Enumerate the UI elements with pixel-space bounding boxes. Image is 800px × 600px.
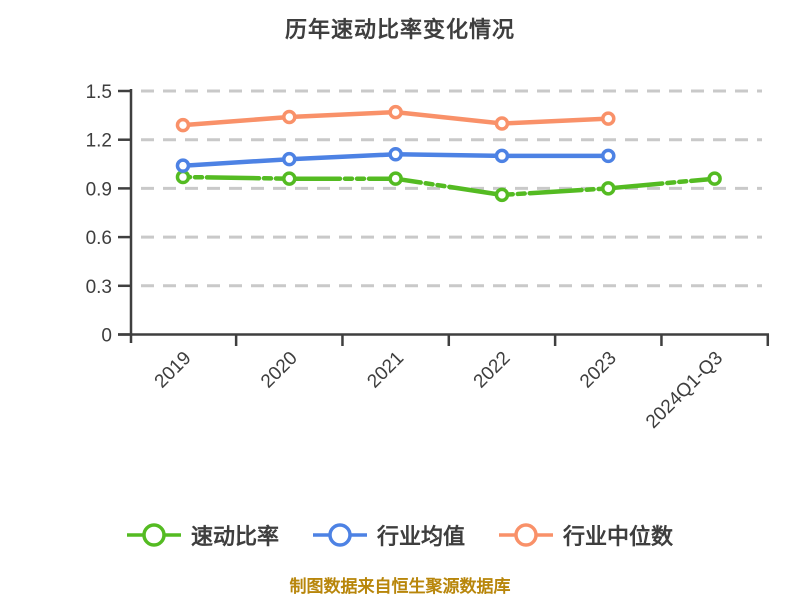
data-source-caption: 制图数据来自恒生聚源数据库 [289,577,511,596]
data-point-速动比率 [388,171,403,186]
x-tick-label: 2023 [576,348,621,393]
chart-legend: 速动比率 行业均值 行业中位数 [0,519,800,551]
data-point-行业均值 [175,158,191,173]
data-point-速动比率 [601,181,616,196]
data-point-行业中位数 [494,116,510,131]
data-point-速动比率 [175,169,191,185]
chart-title: 历年速动比率变化情况 [284,17,515,42]
y-tick-label: 0.6 [86,228,112,249]
data-point-行业均值 [388,147,403,162]
series-line-速动比率 [180,174,717,198]
legend-label: 行业中位数 [563,524,674,549]
industry-mean-series-icon [312,523,367,547]
data-point-行业均值 [494,148,510,164]
y-tick-label: 0.3 [86,277,112,298]
legend-item-quick-ratio[interactable]: 速动比率 [126,519,279,551]
x-tick-label: 2020 [257,348,302,393]
y-tick-label: 0 [101,326,112,347]
data-point-行业中位数 [601,111,616,126]
data-point-行业均值 [601,148,616,164]
data-point-行业均值 [282,151,297,167]
y-tick-label: 1.5 [86,82,112,103]
y-tick-label: 1.2 [86,131,112,152]
industry-median-series-icon [499,523,553,547]
quick-ratio-series-icon [126,523,181,547]
x-tick-label: 2019 [151,348,196,393]
data-point-行业中位数 [388,104,403,120]
legend-item-industry-mean[interactable]: 行业均值 [312,519,465,551]
y-tick-label: 0.9 [86,179,112,200]
x-tick-label: 2024Q1-Q3 [642,348,727,433]
data-point-速动比率 [494,187,510,203]
x-tick-label: 2022 [470,348,515,393]
data-point-行业中位数 [175,117,191,133]
legend-item-industry-median[interactable]: 行业中位数 [499,519,673,551]
data-point-速动比率 [707,171,722,186]
data-point-速动比率 [282,171,297,186]
data-point-行业中位数 [282,109,297,125]
legend-label: 速动比率 [190,524,279,549]
x-tick-label: 2021 [363,348,408,393]
legend-label: 行业均值 [376,524,465,549]
